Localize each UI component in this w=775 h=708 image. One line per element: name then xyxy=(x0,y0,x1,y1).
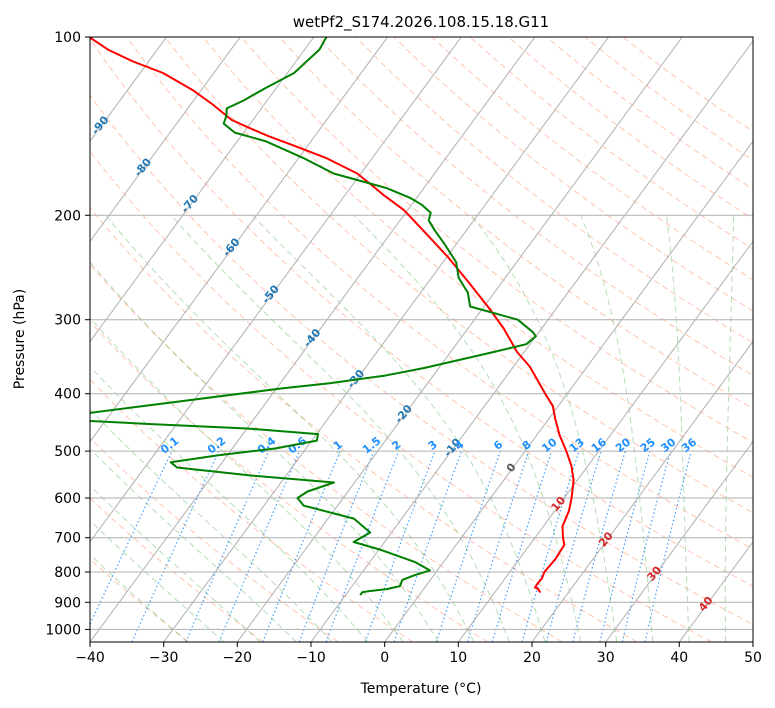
x-tick-label: 0 xyxy=(380,650,389,666)
moist-adiabat-line xyxy=(90,448,297,642)
y-tick-label: 500 xyxy=(54,444,81,460)
isotherm-line xyxy=(163,37,610,642)
x-tick-label: 30 xyxy=(597,650,615,666)
plot-frame xyxy=(89,36,754,643)
dry-adiabat-line xyxy=(90,378,414,642)
mixing-ratio-line xyxy=(298,450,375,642)
isotherm-line xyxy=(236,37,683,642)
y-tick-label: 400 xyxy=(54,387,81,403)
dry-adiabat-line xyxy=(90,206,638,642)
mixing-ratio-line xyxy=(325,450,400,642)
moist-adiabat-line xyxy=(90,261,439,642)
x-tick-label: −10 xyxy=(296,650,326,666)
dry-adiabat-line xyxy=(90,38,753,587)
x-tick-label: 20 xyxy=(523,650,541,666)
isotherm-line xyxy=(457,240,753,642)
moist-adiabats xyxy=(90,214,735,642)
dry-adiabat-line xyxy=(164,37,753,514)
x-tick-label: −20 xyxy=(223,650,253,666)
mixing-ratio-line xyxy=(262,450,341,642)
isotherm-line xyxy=(605,440,753,642)
plot-area: -100-90-80-70-60-50-40-30-20-10010203040… xyxy=(90,37,753,642)
isotherm-line xyxy=(531,340,753,642)
mixing-ratio-lines xyxy=(90,450,692,642)
x-tick-label: 40 xyxy=(670,650,688,666)
dry-adiabat-line xyxy=(90,263,563,642)
mixing-ratio-line xyxy=(435,450,501,642)
isotherm-line xyxy=(90,37,168,143)
y-tick-label: 300 xyxy=(54,313,81,329)
y-tick-label: 200 xyxy=(54,208,81,224)
moist-adiabat-line xyxy=(90,408,333,642)
moist-adiabat-line xyxy=(90,484,261,642)
isotherm-line xyxy=(90,37,315,343)
mixing-ratio-line xyxy=(545,450,602,642)
y-tick-label: 1000 xyxy=(45,622,81,638)
isotherm-line xyxy=(90,37,389,443)
y-axis-ticks: 100 200 300 400 500 600 700 800 900 1000 xyxy=(45,30,90,638)
moist-adiabat-line xyxy=(105,214,475,642)
moist-adiabat-line xyxy=(353,214,582,642)
x-axis-ticks: −40 −30 −20 −10 0 10 20 30 40 50 xyxy=(75,642,762,666)
x-tick-label: 50 xyxy=(744,650,762,666)
mixing-ratio-line xyxy=(466,450,530,642)
y-tick-label: 800 xyxy=(54,565,81,581)
dry-adiabat-line xyxy=(317,37,753,377)
temperature-profile-line xyxy=(90,37,575,594)
x-tick-label: 10 xyxy=(449,650,467,666)
isotherm-line xyxy=(90,37,536,642)
profile-series xyxy=(90,37,575,596)
mixing-ratio-line xyxy=(185,450,270,642)
dewpoint-profile-line xyxy=(90,37,537,596)
mixing-ratio-line xyxy=(364,450,436,642)
mixing-ratio-line xyxy=(621,450,672,642)
x-tick-label: −30 xyxy=(149,650,179,666)
mixing-ratio-line xyxy=(572,450,626,642)
dry-adiabat-line xyxy=(279,37,753,410)
moist-adiabat-line xyxy=(471,214,618,642)
dry-adiabat-line xyxy=(90,150,712,642)
moist-adiabat-line xyxy=(666,215,690,642)
mixing-ratio-line xyxy=(491,450,553,642)
mixing-ratio-line xyxy=(521,450,580,642)
x-tick-label: −40 xyxy=(75,650,105,666)
x-axis-label: Temperature (°C) xyxy=(360,681,482,697)
mixing-ratio-line xyxy=(218,450,301,642)
dry-adiabat-line xyxy=(355,37,753,344)
y-axis-label: Pressure (hPa) xyxy=(12,289,28,389)
chart-title: wetPf2_S174.2026.108.15.18.G11 xyxy=(293,13,549,32)
y-tick-label: 900 xyxy=(54,595,81,611)
y-tick-label: 700 xyxy=(54,531,81,547)
y-tick-label: 600 xyxy=(54,491,81,507)
moist-adiabat-line xyxy=(170,214,510,642)
isotherm-line xyxy=(384,140,753,642)
y-tick-label: 100 xyxy=(54,30,81,46)
dry-adiabats xyxy=(90,37,753,642)
isotherm-line xyxy=(90,37,241,243)
moist-adiabat-line xyxy=(724,215,735,642)
moist-adiabat-line xyxy=(90,317,404,642)
mixing-ratio-line xyxy=(599,450,651,642)
moist-adiabat-line xyxy=(580,215,654,642)
moist-adiabat-line xyxy=(252,214,546,642)
moist-adiabat-line xyxy=(90,520,225,642)
dry-adiabat-line xyxy=(90,94,753,626)
